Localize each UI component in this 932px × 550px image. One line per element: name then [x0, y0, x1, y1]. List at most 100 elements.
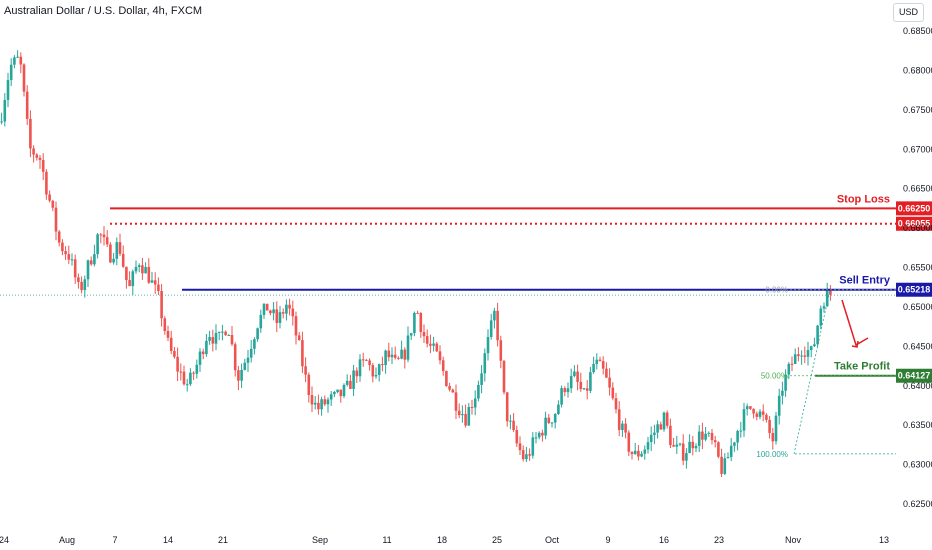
candle-body [3, 99, 7, 122]
candle-body [128, 280, 131, 287]
candle-body [608, 377, 611, 388]
candle-body [774, 415, 778, 442]
candle-body [656, 424, 659, 433]
candle-body [77, 277, 80, 282]
candle-body [48, 194, 51, 201]
candle-body [67, 254, 71, 260]
candle-body [733, 442, 736, 446]
symbol-title: Australian Dollar / U.S. Dollar, 4h, FXC… [4, 5, 203, 17]
candle-body [182, 371, 186, 385]
candle-body [329, 394, 333, 400]
candle-body [637, 450, 640, 457]
candle-body [297, 335, 301, 341]
candle-body [342, 384, 346, 397]
time-tick-label: Nov [785, 535, 802, 545]
fib-level-label: 0.00% [765, 286, 788, 295]
stop-loss-price-tag-text: 0.66250 [898, 203, 931, 213]
candle-body [176, 356, 179, 372]
candle-body [553, 414, 557, 423]
candle-body [489, 320, 493, 337]
fib-level-label: 50.00% [761, 372, 788, 381]
candle-body [534, 437, 538, 439]
fib-level-label: 100.00% [756, 450, 788, 459]
fib-trend-line [793, 289, 831, 454]
candle-body [256, 328, 259, 340]
candle-body [579, 381, 583, 390]
time-tick-label: 13 [879, 535, 889, 545]
candle-body [477, 384, 480, 399]
candle-body [352, 370, 355, 389]
candle-body [441, 360, 445, 372]
candle-body [697, 431, 701, 446]
currency-button[interactable]: USD [893, 3, 924, 22]
candle-body [313, 402, 317, 405]
candle-body [320, 399, 323, 410]
candle-body [528, 454, 531, 456]
time-tick-label: 25 [492, 535, 502, 545]
time-tick-label: 7 [112, 535, 117, 545]
candle-body [269, 310, 272, 314]
candle-body [64, 251, 67, 255]
candle-body [70, 259, 74, 261]
candle-body [464, 414, 467, 426]
candle-body [83, 279, 87, 291]
candle-body [118, 242, 122, 254]
candle-body [537, 432, 541, 438]
candle-body [259, 314, 263, 329]
candle-body [525, 454, 528, 460]
candle-body [214, 332, 218, 344]
candle-body [496, 310, 499, 341]
candlestick-series [0, 50, 832, 478]
candle-body [13, 57, 16, 65]
candle-body [141, 265, 144, 274]
candle-body [333, 391, 336, 395]
candle-body [109, 244, 112, 263]
candle-body [233, 344, 237, 371]
candle-body [326, 399, 330, 405]
candle-body [729, 445, 733, 458]
projection-arrow-path [841, 299, 869, 347]
candle-body [249, 348, 253, 358]
candle-body [387, 350, 391, 358]
candle-body [275, 309, 279, 323]
candle-body [368, 360, 371, 366]
candle-body [349, 380, 352, 389]
candle-body [51, 200, 55, 208]
candle-body [390, 354, 394, 358]
stop-loss-secondary-price-tag-text: 0.66055 [898, 219, 931, 229]
candle-body [480, 373, 483, 385]
candle-body [253, 339, 256, 349]
candle-body [240, 369, 243, 381]
candle-body [291, 308, 295, 317]
candle-body [704, 433, 707, 440]
candle-body [96, 234, 99, 255]
candle-body [822, 306, 826, 309]
candle-body [157, 284, 160, 291]
candle-body [198, 351, 202, 365]
candle-body [793, 354, 797, 365]
candle-body [627, 432, 631, 452]
candle-body [493, 310, 496, 321]
projection-arrow-head [851, 340, 859, 348]
candle-body [819, 308, 823, 326]
candle-body [285, 304, 288, 314]
candle-body [633, 450, 637, 455]
stop-loss-price-tag [896, 201, 932, 216]
candle-body [317, 402, 320, 410]
candle-body [185, 384, 189, 386]
candle-body [243, 362, 247, 370]
time-tick-label: 14 [163, 535, 173, 545]
candle-body [515, 429, 519, 444]
candle-body [806, 350, 810, 357]
candle-body [0, 121, 3, 123]
candle-body [611, 387, 615, 399]
